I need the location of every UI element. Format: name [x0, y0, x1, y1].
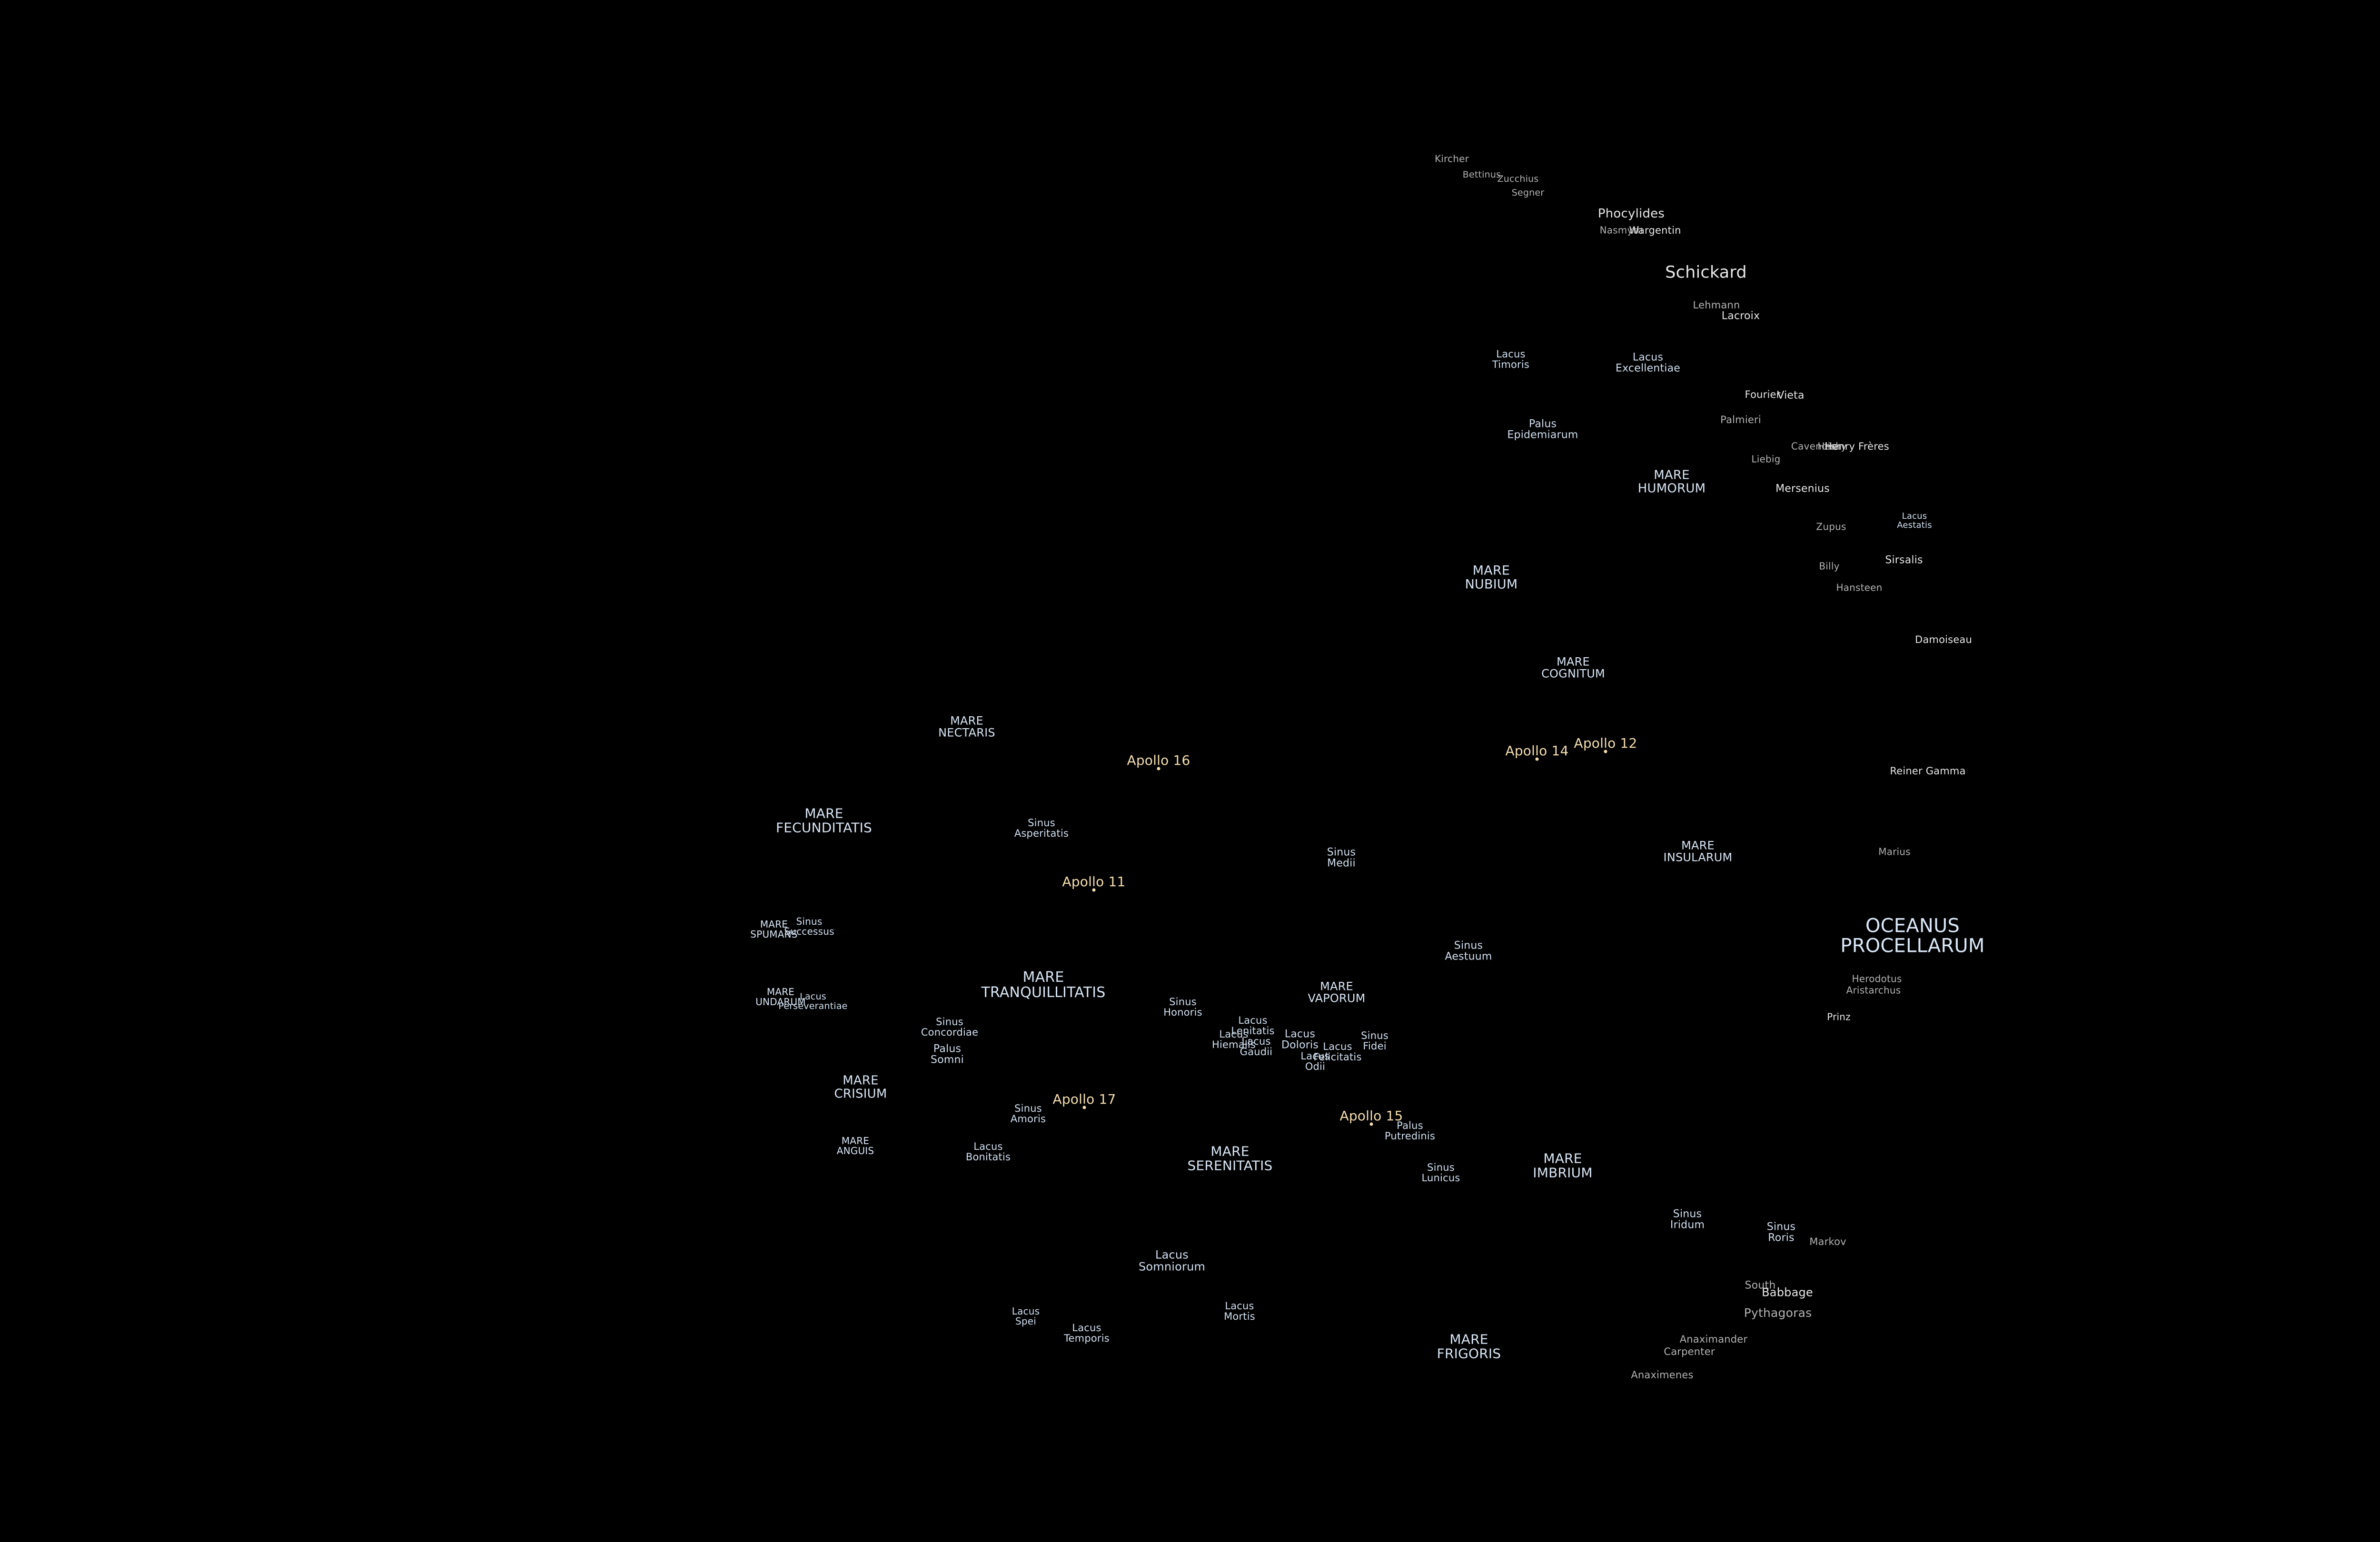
feature-label-sinus-concordiae[interactable]: Sinus Concordiae	[921, 1016, 979, 1038]
feature-label-billy[interactable]: Billy	[1819, 560, 1840, 572]
landing-site-marker-dot[interactable]	[1604, 750, 1607, 753]
feature-label-damoiseau[interactable]: Damoiseau	[1914, 633, 1973, 645]
feature-label-mare-vaporum[interactable]: MARE VAPORUM	[1308, 979, 1366, 1005]
feature-label-south[interactable]: South	[1745, 1279, 1776, 1292]
feature-label-palmieri[interactable]: Palmieri	[1720, 414, 1761, 425]
feature-label-mare-nubium[interactable]: MARE NUBIUM	[1465, 563, 1518, 592]
feature-label-mare-insularum[interactable]: MARE INSULARUM	[1663, 839, 1733, 864]
feature-label-nasmyth[interactable]: Nasmyth	[1599, 224, 1643, 236]
feature-label-mare-tranquillitatis[interactable]: MARE TRANQUILLITATIS	[981, 969, 1106, 1001]
feature-label-mare-anguis[interactable]: MARE ANGUIS	[836, 1135, 874, 1156]
feature-label-sinus-amoris[interactable]: Sinus Amoris	[1010, 1102, 1046, 1125]
feature-label-zupus[interactable]: Zupus	[1816, 521, 1846, 533]
feature-label-bettinus[interactable]: Bettinus	[1462, 169, 1501, 180]
feature-label-lacus-temporis[interactable]: Lacus Temporis	[1064, 1322, 1110, 1344]
feature-label-lehmann[interactable]: Lehmann	[1693, 299, 1740, 311]
feature-label-henry[interactable]: Henry	[1817, 440, 1847, 452]
feature-label-mare-crisium[interactable]: MARE CRISIUM	[834, 1073, 887, 1101]
feature-label-palus-putredinis[interactable]: Palus Putredinis	[1384, 1119, 1436, 1142]
feature-label-hansteen[interactable]: Hansteen	[1836, 582, 1883, 593]
feature-label-schickard[interactable]: Schickard	[1665, 263, 1747, 282]
feature-label-sinus-fidei[interactable]: Sinus Fidei	[1361, 1029, 1388, 1052]
feature-label-apollo-15[interactable]: Apollo 15	[1339, 1108, 1403, 1124]
feature-label-apollo-12[interactable]: Apollo 12	[1574, 735, 1637, 751]
feature-label-mare-spumans[interactable]: MARE SPUMANS	[750, 918, 798, 940]
landing-site-marker-dot[interactable]	[1082, 1106, 1086, 1109]
feature-label-lacus-odii[interactable]: Lacus Odii	[1300, 1050, 1330, 1072]
feature-label-kircher[interactable]: Kircher	[1434, 153, 1469, 165]
feature-label-lacus-lenitatis[interactable]: Lacus Lenitatis	[1231, 1014, 1275, 1037]
feature-label-markov[interactable]: Markov	[1809, 1236, 1846, 1247]
feature-label-mare-nectaris[interactable]: MARE NECTARIS	[938, 714, 995, 740]
feature-label-henry-fr-res[interactable]: Henry Frères	[1825, 440, 1889, 452]
feature-label-sinus-successus[interactable]: Sinus Successus	[784, 915, 834, 937]
feature-label-lacus-mortis[interactable]: Lacus Mortis	[1224, 1300, 1255, 1322]
feature-label-carpenter[interactable]: Carpenter	[1664, 1345, 1715, 1357]
feature-label-sinus-roris[interactable]: Sinus Roris	[1766, 1221, 1796, 1244]
feature-label-zucchius[interactable]: Zucchius	[1497, 173, 1539, 184]
feature-label-mare-cognitum[interactable]: MARE COGNITUM	[1541, 655, 1605, 681]
feature-label-lacus-somniorum[interactable]: Lacus Somniorum	[1138, 1248, 1206, 1274]
feature-label-segner[interactable]: Segner	[1511, 187, 1545, 198]
feature-label-lacus-gaudii[interactable]: Lacus Gaudii	[1240, 1035, 1273, 1058]
feature-label-mare-serenitatis[interactable]: MARE SERENITATIS	[1187, 1143, 1273, 1173]
feature-label-lacus-felicitatis[interactable]: Lacus Felicitatis	[1313, 1040, 1362, 1063]
feature-label-vieta[interactable]: Vieta	[1777, 389, 1805, 402]
feature-label-mare-humorum[interactable]: MARE HUMORUM	[1637, 468, 1706, 495]
feature-label-lacus-perseverantiae[interactable]: Lacus Perseverantiae	[778, 991, 848, 1011]
feature-label-apollo-17[interactable]: Apollo 17	[1052, 1091, 1116, 1107]
feature-label-apollo-11[interactable]: Apollo 11	[1062, 874, 1126, 890]
feature-label-apollo-14[interactable]: Apollo 14	[1505, 743, 1569, 759]
feature-label-sirsalis[interactable]: Sirsalis	[1885, 554, 1923, 566]
feature-label-mare-undarum[interactable]: MARE UNDARUM	[755, 986, 806, 1008]
feature-label-mare-fecunditatis[interactable]: MARE FECUNDITATIS	[775, 805, 873, 835]
landing-site-marker-dot[interactable]	[1535, 757, 1539, 761]
landing-site-marker-dot[interactable]	[1092, 888, 1096, 892]
feature-label-cavendish[interactable]: Cavendish	[1791, 440, 1842, 452]
feature-label-lacus-hiemalis[interactable]: Lacus Hiemalis	[1211, 1028, 1256, 1050]
feature-label-prinz[interactable]: Prinz	[1827, 1011, 1851, 1023]
feature-label-apollo-16[interactable]: Apollo 16	[1127, 752, 1190, 769]
feature-label-aristarchus[interactable]: Aristarchus	[1846, 984, 1901, 996]
feature-label-sinus-iridum[interactable]: Sinus Iridum	[1670, 1208, 1705, 1231]
landing-site-marker-dot[interactable]	[1369, 1122, 1373, 1126]
feature-label-mare-imbrium[interactable]: MARE IMBRIUM	[1533, 1150, 1593, 1180]
feature-label-palus-somni[interactable]: Palus Somni	[931, 1043, 964, 1066]
feature-label-liebig[interactable]: Liebig	[1751, 453, 1781, 465]
feature-label-lacus-doloris[interactable]: Lacus Doloris	[1281, 1028, 1319, 1051]
feature-label-pythagoras[interactable]: Pythagoras	[1744, 1305, 1812, 1320]
feature-label-reiner-gamma[interactable]: Reiner Gamma	[1890, 765, 1966, 777]
feature-label-herodotus[interactable]: Herodotus	[1852, 973, 1902, 985]
feature-label-babbage[interactable]: Babbage	[1762, 1285, 1813, 1299]
feature-label-mersenius[interactable]: Mersenius	[1775, 483, 1830, 495]
feature-label-mare-frigoris[interactable]: MARE FRIGORIS	[1437, 1331, 1501, 1361]
feature-label-wargentin[interactable]: Wargentin	[1629, 224, 1681, 236]
feature-label-lacus-aestatis[interactable]: Lacus Aestatis	[1897, 511, 1932, 530]
feature-label-lacus-bonitatis[interactable]: Lacus Bonitatis	[965, 1140, 1011, 1163]
feature-label-sinus-medii[interactable]: Sinus Medii	[1327, 846, 1356, 870]
feature-label-oceanus-procellarum[interactable]: OCEANUS PROCELLARUM	[1840, 915, 1985, 957]
feature-label-marius[interactable]: Marius	[1878, 846, 1911, 858]
feature-label-anaximenes[interactable]: Anaximenes	[1631, 1369, 1694, 1381]
feature-label-sinus-lunicus[interactable]: Sinus Lunicus	[1421, 1161, 1460, 1184]
feature-label-palus-epidemiarum[interactable]: Palus Epidemiarum	[1507, 418, 1578, 441]
feature-label-lacroix[interactable]: Lacroix	[1721, 310, 1760, 322]
feature-label-lacus-timoris[interactable]: Lacus Timoris	[1492, 348, 1530, 370]
feature-label-lacus-excellentiae[interactable]: Lacus Excellentiae	[1615, 351, 1681, 375]
feature-label-lacus-spei[interactable]: Lacus Spei	[1012, 1305, 1040, 1327]
feature-label-sinus-honoris[interactable]: Sinus Honoris	[1163, 996, 1202, 1018]
feature-label-phocylides[interactable]: Phocylides	[1597, 207, 1665, 221]
feature-label-sinus-aestuum[interactable]: Sinus Aestuum	[1445, 939, 1492, 963]
feature-label-fourier[interactable]: Fourier	[1745, 388, 1781, 400]
feature-label-anaximander[interactable]: Anaximander	[1679, 1333, 1748, 1345]
feature-label-sinus-asperitatis[interactable]: Sinus Asperitatis	[1014, 817, 1069, 839]
landing-site-marker-dot[interactable]	[1157, 767, 1160, 771]
